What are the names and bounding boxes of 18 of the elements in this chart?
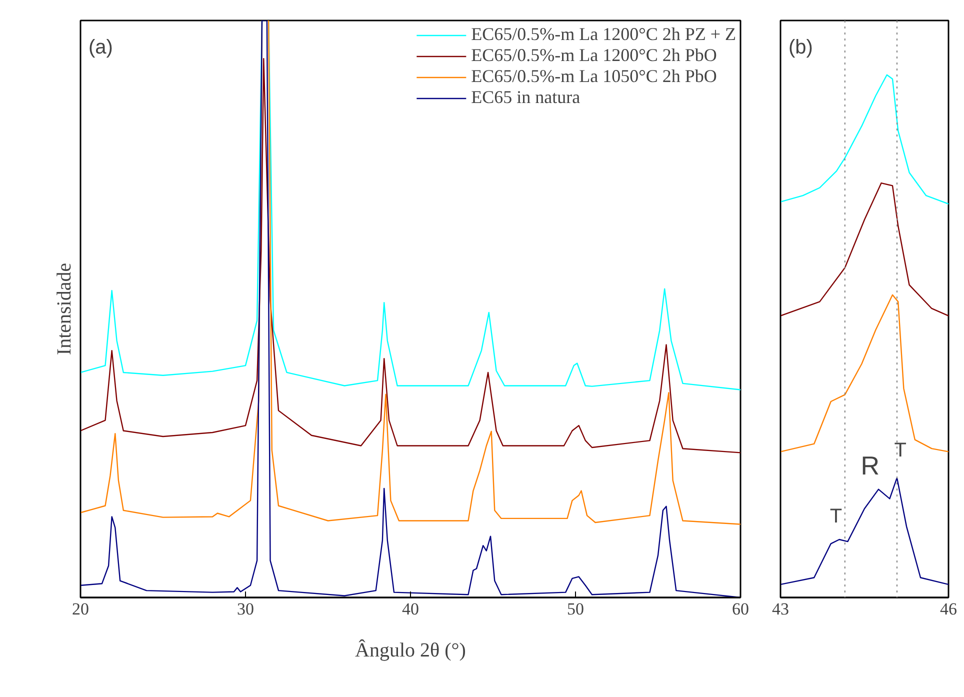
x-tick-label: 20 <box>72 600 89 618</box>
legend-label: EC65/0.5%-m La 1200°C 2h PZ + Z <box>471 24 736 45</box>
annotation: T <box>830 505 842 528</box>
annotation: R <box>860 450 880 480</box>
legend-label: EC65/0.5%-m La 1050°C 2h PbO <box>471 66 717 87</box>
annotation: T <box>894 440 906 462</box>
x-tick-label: 30 <box>237 600 254 618</box>
x-tick-label: 60 <box>732 600 749 618</box>
x-tick-label: 50 <box>567 600 584 618</box>
x-tick-label: 46 <box>940 600 957 618</box>
x-tick-label: 40 <box>402 600 419 618</box>
legend-label: EC65/0.5%-m La 1200°C 2h PbO <box>471 45 717 66</box>
x-tick-label: 43 <box>772 600 789 618</box>
y-axis-title: Intensidade <box>54 262 76 356</box>
x-axis-title: Ângulo 2θ (°) <box>355 638 466 662</box>
legend-label: EC65 in natura <box>471 87 580 108</box>
text: (a) <box>88 36 113 58</box>
chart-title: (b) <box>788 36 813 58</box>
